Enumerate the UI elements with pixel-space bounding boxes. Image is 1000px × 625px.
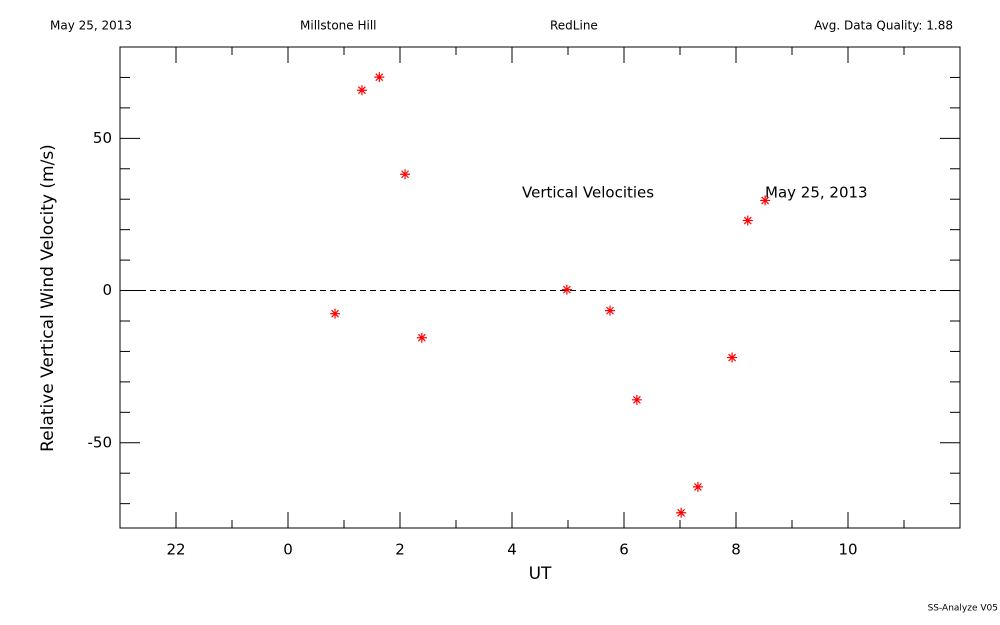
x-tick-label: 22 <box>166 541 185 559</box>
y-tick-label: 0 <box>102 281 112 299</box>
point <box>356 85 367 96</box>
x-tick-label: 8 <box>731 541 741 559</box>
x-tick-label: 10 <box>838 541 857 559</box>
y-tick-label: 50 <box>93 129 112 147</box>
point <box>374 72 385 83</box>
header-instrument: RedLine <box>550 19 598 33</box>
point <box>692 481 703 492</box>
header-date: May 25, 2013 <box>50 19 132 33</box>
point <box>605 305 615 316</box>
header-quality: Avg. Data Quality: 1.88 <box>814 19 953 33</box>
point <box>400 169 411 180</box>
annotation: May 25, 2013 <box>765 184 868 202</box>
header-site: Millstone Hill <box>300 19 376 33</box>
x-axis-label: UT <box>529 564 552 584</box>
point <box>416 332 427 343</box>
plot-frame <box>119 46 961 529</box>
annotation: Vertical Velocities <box>522 184 654 202</box>
x-tick-label: 4 <box>507 541 517 559</box>
y-axis-label: Relative Vertical Wind Velocity (m/s) <box>38 144 58 452</box>
point <box>631 394 642 405</box>
point <box>742 215 753 226</box>
point <box>676 507 687 518</box>
point <box>330 308 341 319</box>
footer: SS-Analyze V05 <box>928 604 998 614</box>
x-tick-label: 0 <box>283 541 293 559</box>
x-tick-label: 2 <box>395 541 405 559</box>
point <box>561 284 572 295</box>
point <box>760 195 771 206</box>
x-tick-label: 6 <box>619 541 629 559</box>
point <box>727 352 738 363</box>
y-tick-label: -50 <box>88 433 113 451</box>
